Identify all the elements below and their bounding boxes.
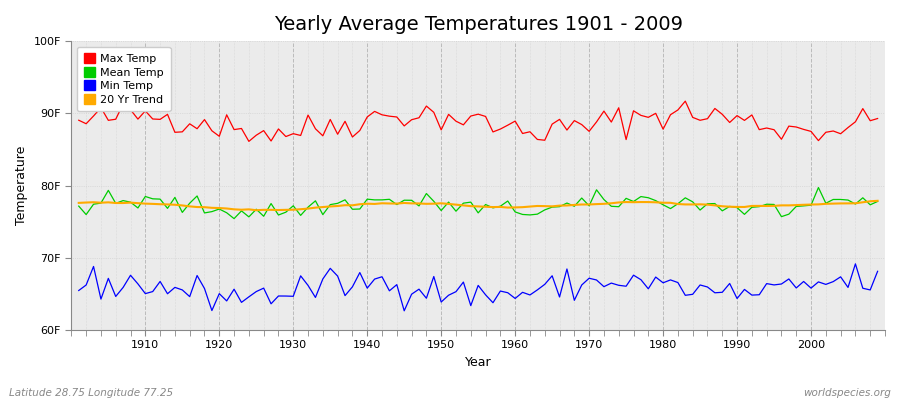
X-axis label: Year: Year — [465, 356, 491, 369]
Title: Yearly Average Temperatures 1901 - 2009: Yearly Average Temperatures 1901 - 2009 — [274, 15, 683, 34]
Legend: Max Temp, Mean Temp, Min Temp, 20 Yr Trend: Max Temp, Mean Temp, Min Temp, 20 Yr Tre… — [76, 47, 170, 112]
Y-axis label: Temperature: Temperature — [15, 146, 28, 225]
Text: Latitude 28.75 Longitude 77.25: Latitude 28.75 Longitude 77.25 — [9, 388, 173, 398]
Text: worldspecies.org: worldspecies.org — [803, 388, 891, 398]
